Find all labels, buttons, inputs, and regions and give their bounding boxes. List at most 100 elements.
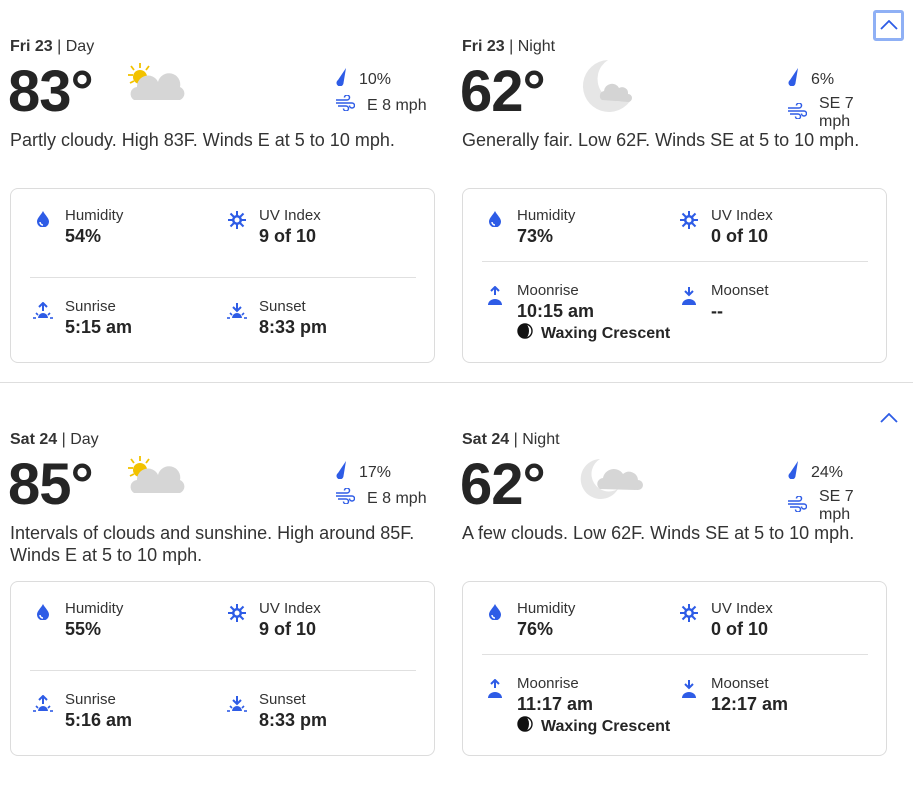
set-label: Sunset [259,298,306,315]
moon-phase-label: Waxing Crescent [541,717,671,735]
collapse-button[interactable] [873,403,904,434]
forecast-description: A few clouds. Low 62F. Winds SE at 5 to … [462,523,855,543]
sunset-icon [224,691,249,731]
sunrise: Sunrise 5:16 am [30,691,132,731]
precipitation: 24% [787,461,887,484]
sunset: Sunset 8:33 pm [224,691,327,731]
humidity-value: 76% [517,619,554,639]
moonrise-icon [482,675,507,715]
panel-title: Fri 23 | Day [10,38,94,56]
temperature: 85° [8,452,94,517]
precipitation: 17% [335,461,435,484]
wind-value: SE 7 mph [819,488,854,523]
uv-value: 9 of 10 [259,619,317,639]
set-label: Moonset [711,282,769,299]
humidity-icon [482,207,507,247]
moon-phase: Waxing Crescent [517,716,670,737]
wind-value: E 8 mph [367,489,427,507]
partly-cloudy-day-icon [122,455,192,502]
divider [482,654,868,655]
chevron-up-icon [879,18,898,33]
panel-title: Sat 24 | Night [462,431,560,449]
rise-value: 5:16 am [65,710,133,730]
forecast-day-section: Fri 23 | Day 83° 10% E 8 mph Partly clou… [0,0,913,383]
humidity-label: Humidity [65,207,124,224]
date-label: Fri 23 [462,38,505,55]
panel-title: Fri 23 | Night [462,38,555,56]
set-value: 8:33 pm [259,710,328,730]
forecast-day-section: Sat 24 | Day 85° 17% E 8 mph Intervals o… [0,393,913,786]
humidity: Humidity 73% [482,207,575,247]
set-label: Moonset [711,675,769,692]
humidity-icon [30,207,55,247]
rise-label: Moonrise [517,282,579,299]
sunrise-icon [30,691,55,731]
uv-icon [224,207,249,247]
temperature: 62° [460,59,546,124]
wind: E 8 mph [335,487,435,509]
rise-value: 10:15 am [517,301,595,321]
precip-value: 10% [359,70,392,88]
precipitation: 6% [787,68,887,91]
wind-icon [787,494,819,517]
uv-label: UV Index [711,600,773,617]
wind-icon [335,94,367,116]
night-forecast-panel: Fri 23 | Night 62° 6% SE 7 mph Generally… [460,0,887,383]
uv-value: 9 of 10 [259,226,317,246]
chevron-up-icon [879,411,898,426]
humidity-value: 54% [65,226,102,246]
mostly-clear-night-icon [574,58,644,123]
sunrise: Sunrise 5:15 am [30,298,132,338]
uv-index: UV Index 0 of 10 [676,207,773,247]
details-card: Humidity 55% UV Index 9 of 10 Sunrise 5:16 … [10,581,435,756]
humidity: Humidity 55% [30,600,123,640]
moonset-icon [676,282,701,322]
humidity: Humidity 54% [30,207,123,247]
humidity-value: 73% [517,226,554,246]
humidity-label: Humidity [517,207,576,224]
moonset: Moonset -- [676,282,769,322]
humidity-label: Humidity [65,600,124,617]
humidity-value: 55% [65,619,102,639]
moonset: Moonset 12:17 am [676,675,788,715]
uv-value: 0 of 10 [711,619,769,639]
precip-drop-icon [787,68,811,91]
precipitation: 10% [335,68,435,91]
period-label: Day [65,38,95,55]
period-label: Night [517,38,556,55]
rise-label: Sunrise [65,298,116,315]
partly-cloudy-night-icon [574,455,644,510]
uv-icon [224,600,249,640]
temperature: 62° [460,452,546,517]
forecast-description: Partly cloudy. High 83F. Winds E at 5 to… [10,130,395,150]
set-value: -- [711,301,723,321]
rise-value: 11:17 am [517,694,594,714]
uv-label: UV Index [259,207,321,224]
separator: | [57,431,71,448]
details-card: Humidity 76% UV Index 0 of 10 Moonrise 11:1… [462,581,887,756]
uv-value: 0 of 10 [711,226,769,246]
wind: SE 7 mph [787,95,887,131]
date-label: Sat 24 [462,431,510,448]
precip-drop-icon [335,68,359,91]
sunset: Sunset 8:33 pm [224,298,327,338]
moon-phase-icon [517,716,541,737]
period-label: Day [70,431,99,448]
moonrise-icon [482,282,507,322]
day-forecast-panel: Fri 23 | Day 83° 10% E 8 mph Partly clou… [8,0,435,383]
separator: | [52,38,66,55]
date-label: Sat 24 [10,431,58,448]
wind-icon [335,487,367,509]
precip-value: 24% [811,463,844,481]
night-forecast-panel: Sat 24 | Night 62° 24% SE 7 mph A few cl… [460,393,887,776]
partly-cloudy-day-icon [122,62,192,109]
uv-icon [676,207,701,247]
rise-value: 5:15 am [65,317,133,337]
collapse-button[interactable] [873,10,904,41]
precip-drop-icon [787,461,811,484]
sunset-icon [224,298,249,338]
wind-icon [787,101,819,124]
set-value: 12:17 am [711,694,789,714]
moon-phase: Waxing Crescent [517,323,670,344]
humidity-icon [30,600,55,640]
